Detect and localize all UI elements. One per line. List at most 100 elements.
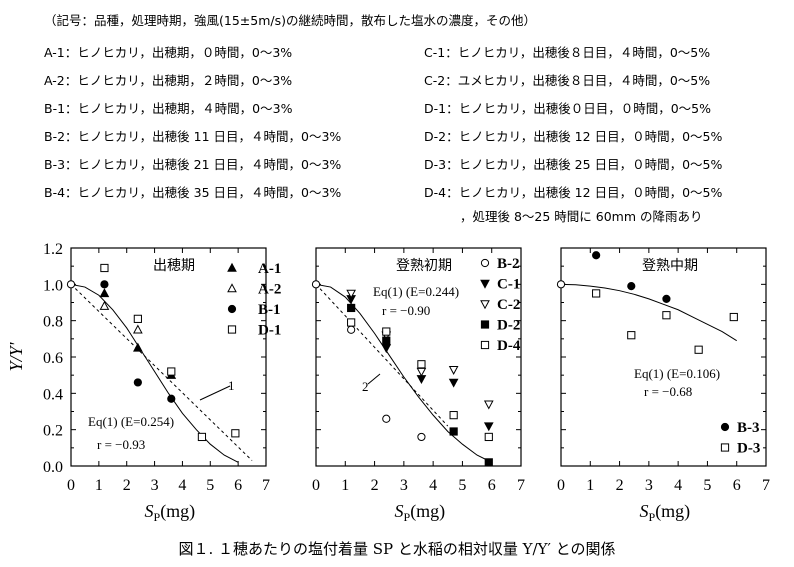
condition-item-a2: A-2：ヒノヒカリ，出穂期，２時間，0～3%: [44, 73, 293, 88]
chart-title: 出穂期: [153, 258, 195, 274]
data-point-b-1: [167, 394, 176, 403]
x-tick-label: 1: [341, 477, 349, 494]
data-point-d-4: [417, 360, 426, 369]
legend-marker-b-1: [227, 304, 237, 314]
data-point-b-2: [417, 432, 426, 442]
data-point-b-3: [592, 251, 601, 260]
legend-marker-a-1: [227, 262, 237, 272]
x-axis-label: SP(mg): [640, 501, 691, 524]
x-tick-label: 0: [67, 477, 75, 494]
legend-marker-a-2: [227, 283, 237, 293]
data-point-c-2: [448, 366, 459, 375]
x-tick-label: 7: [517, 477, 525, 494]
rain-note: ，処理後 8～25 時間に 60mm の降雨あり: [460, 209, 703, 224]
line-label: 2: [362, 379, 369, 394]
condition-item-d2: D-2：ヒノヒカリ，出穂後 12 日目，０時間，0～5%: [424, 129, 723, 144]
legend-marker-b-2: [480, 258, 490, 268]
data-point-c-1: [381, 344, 392, 354]
data-point-c-2: [346, 289, 356, 299]
reference-line: [70, 283, 253, 461]
condition-item-b1: B-1：ヒノヒカリ，出穂期，４時間，0～3%: [44, 101, 293, 116]
x-tick-label: 2: [616, 477, 624, 494]
data-point-d-3: [592, 289, 601, 298]
data-point-b-3: [627, 282, 636, 291]
legend-marker-b-3: [720, 422, 730, 432]
data-point-c-1: [483, 422, 494, 432]
x-tick-label: 5: [206, 477, 214, 494]
y-tick-label: 1.0: [43, 277, 63, 294]
legend-label-d-1: D-1: [258, 323, 281, 339]
y-tick-label: 0.2: [43, 423, 63, 440]
condition-item-b3: B-3：ヒノヒカリ，出穂後 21 日目，４時間，0～3%: [44, 157, 342, 172]
data-point-d-1: [133, 314, 142, 323]
start-point: [311, 280, 321, 289]
y-tick-label: 1.2: [43, 241, 63, 258]
model-curve: [560, 283, 737, 342]
legend-label-c-1: C-1: [497, 277, 520, 293]
legend-marker-d-1: [227, 325, 237, 334]
reference-line: [315, 283, 449, 427]
data-point-d-1: [231, 429, 240, 438]
data-point-b-2: [382, 414, 391, 423]
legend-marker-d-2: [480, 320, 490, 329]
data-point-d-4: [484, 432, 493, 442]
chart-title: 登熟中期: [642, 258, 698, 274]
legend-label-b-1: B-1: [258, 302, 281, 318]
correlation-label: r = −0.93: [97, 437, 145, 452]
x-tick-label: 6: [234, 477, 242, 494]
data-point-a-1: [99, 288, 110, 298]
plot-frame: [560, 247, 767, 467]
y-tick-label: 0.0: [43, 459, 63, 476]
equation-label: Eq(1) (E=0.244): [373, 284, 459, 299]
x-tick-label: 4: [674, 477, 682, 494]
chart-panel-3: 0 1 2 3 4 5 6 7 SP(mg) 登熟中期 B-3 D-3 Eq(1) (E=0.106) r…: [556, 247, 770, 524]
data-point-d-2: [449, 427, 458, 436]
condition-item-c2: C-2：ユメヒカリ，出穂後８日目，４時間，0～5%: [424, 73, 711, 88]
data-point-d-4: [382, 327, 391, 336]
x-tick-label: 5: [703, 477, 711, 494]
legend-label-b-3: B-3: [737, 420, 760, 436]
legend-marker-d-4: [480, 340, 490, 350]
data-point-d-1: [197, 432, 207, 442]
equation-label: Eq(1) (E=0.106): [634, 366, 720, 381]
legend-label-a-1: A-1: [258, 261, 281, 277]
data-point-d-4: [347, 318, 356, 327]
legend-marker-c-2: [480, 300, 490, 310]
condition-item-b2: B-2：ヒノヒカリ，出穂後 11 日目，４時間，0～3%: [44, 129, 342, 144]
legend-label-d-2: D-2: [497, 318, 520, 334]
x-tick-label: 2: [123, 477, 131, 494]
data-point-a-2: [133, 324, 143, 334]
y-tick-label: 0.6: [43, 350, 63, 367]
legend-label-b-2: B-2: [497, 256, 520, 272]
condition-item-d4: D-4：ヒノヒカリ，出穂後 12 日目，０時間，0～5%: [424, 185, 723, 200]
x-tick-label: 1: [586, 477, 594, 494]
legend-marker-c-1: [480, 279, 490, 289]
x-tick-label: 6: [488, 477, 496, 494]
correlation-label: r = −0.90: [382, 303, 430, 318]
data-point-d-3: [627, 331, 636, 340]
x-tick-label: 0: [312, 477, 320, 494]
condition-item-b4: B-4：ヒノヒカリ，出穂後 35 日目，４時間，0～3%: [44, 185, 342, 200]
data-point-d-1: [167, 367, 176, 376]
start-point: [556, 280, 566, 289]
model-curve: [70, 283, 239, 463]
chart-title: 登熟初期: [396, 257, 452, 274]
condition-item-c1: C-1：ヒノヒカリ，出穂後８日目，４時間，0～5%: [424, 45, 711, 60]
data-point-c-2: [483, 400, 494, 410]
x-tick-label: 7: [762, 477, 770, 494]
x-axis-label: SP(mg): [395, 501, 446, 524]
figure-caption: 図１. １穂あたりの塩付着量 SP と水稲の相対収量 Y/Y′ との関係: [178, 540, 616, 558]
x-axis-label: SP(mg): [145, 501, 196, 524]
data-point-d-3: [662, 311, 671, 320]
data-point-b-1: [133, 378, 142, 387]
data-point-d-2: [347, 303, 356, 313]
x-tick-label: 2: [371, 477, 379, 494]
y-axis-label: Y/Y': [6, 341, 26, 371]
condition-item-d1: D-1：ヒノヒカリ，出穂後０日目，０時間，0～5%: [424, 101, 711, 116]
line-label-leader: [367, 373, 381, 385]
line-label: 1: [228, 378, 235, 393]
start-point: [66, 280, 76, 289]
x-tick-label: 6: [733, 477, 741, 494]
x-tick-label: 0: [557, 477, 565, 494]
